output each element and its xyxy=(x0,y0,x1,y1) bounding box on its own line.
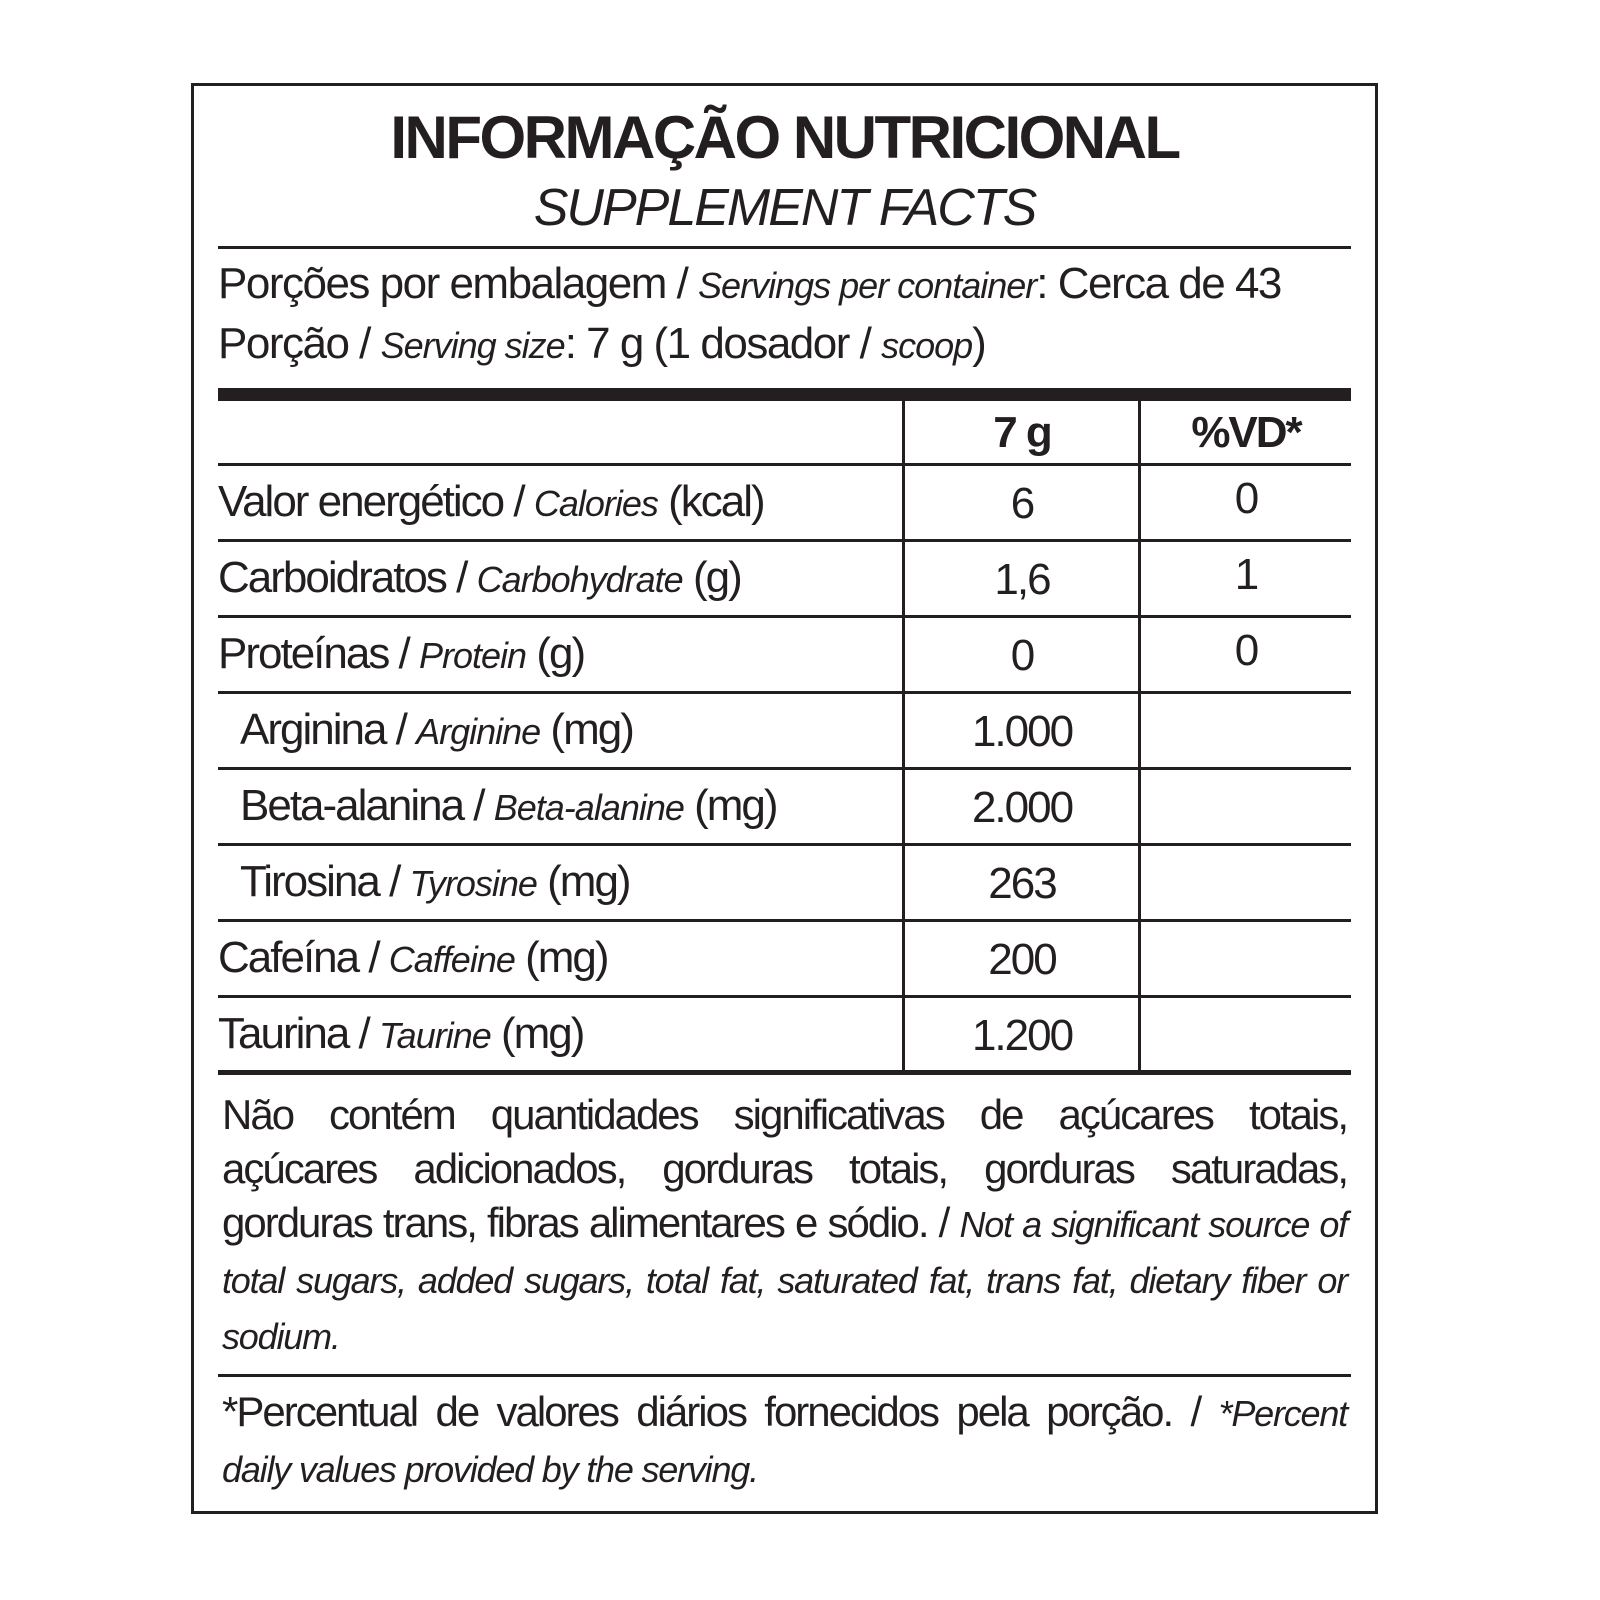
table-row-amount: 6 xyxy=(1010,479,1035,528)
servings-per-container: Porções por embalagem / Servings per con… xyxy=(218,258,1282,312)
footnote-en: *Percent daily values provided by the se… xyxy=(222,1393,1348,1490)
label-en: Servings per container xyxy=(698,265,1037,306)
note-pt: Não contém quantidades significativas de… xyxy=(222,1091,1349,1246)
row-divider xyxy=(218,995,1351,998)
table-row-label: Cafeína / Caffeine (mg) xyxy=(218,933,610,982)
table-row-amount: 1,6 xyxy=(994,555,1051,604)
panel-title: INFORMAÇÃO NUTRICIONAL xyxy=(390,104,1181,171)
value: ) xyxy=(972,319,987,368)
row-divider xyxy=(218,767,1351,770)
not-significant-note: Não contém quantidades significativas de… xyxy=(218,1088,1351,1364)
table-row-amount: 1.200 xyxy=(971,1011,1074,1060)
table-row-label: Proteínas / Protein (g) xyxy=(218,629,586,678)
panel-subtitle: SUPPLEMENT FACTS xyxy=(533,179,1038,237)
row-divider xyxy=(218,919,1351,922)
table-row-amount: 200 xyxy=(988,935,1057,984)
table-row-label: Carboidratos / Carbohydrate (g) xyxy=(218,553,743,602)
value: : 7 g (1 dosador / xyxy=(564,319,882,368)
table-row-label: Tirosina / Tyrosine (mg) xyxy=(240,857,632,906)
column-divider xyxy=(1138,401,1141,1072)
thick-divider xyxy=(218,388,1351,401)
footer-section: Não contém quantidades significativas de… xyxy=(218,1088,1351,1511)
row-divider xyxy=(218,843,1351,846)
row-divider xyxy=(218,615,1351,618)
serving-size: Porção / Serving size: 7 g (1 dosador / … xyxy=(218,318,987,372)
label-en: Serving size xyxy=(380,325,566,366)
divider xyxy=(218,246,1351,249)
table-row-label: Taurina / Taurine (mg) xyxy=(218,1009,585,1058)
table-row-amount: 0 xyxy=(1010,631,1035,680)
table-row-dv: 0 xyxy=(1234,474,1259,523)
row-divider xyxy=(218,539,1351,542)
table-row-amount: 263 xyxy=(988,859,1057,908)
footnote: *Percentual de valores diários fornecido… xyxy=(218,1385,1351,1497)
table-row-amount: 1.000 xyxy=(971,707,1074,756)
table-row-amount: 2.000 xyxy=(971,783,1074,832)
divider xyxy=(218,1374,1351,1377)
header-amount: 7 g xyxy=(993,408,1053,457)
table-row-label: Arginina / Arginine (mg) xyxy=(240,705,635,754)
row-divider xyxy=(218,463,1351,466)
label-pt: Porção / xyxy=(218,319,381,368)
footnote-pt: *Percentual de valores diários fornecido… xyxy=(222,1388,1219,1435)
table-row-dv: 1 xyxy=(1234,550,1259,599)
label-pt: Porções por embalagem / xyxy=(218,259,699,308)
table-row-label: Valor energético / Calories (kcal) xyxy=(218,477,766,526)
table-row-dv: 0 xyxy=(1234,626,1259,675)
table-row-label: Beta-alanina / Beta-alanine (mg) xyxy=(240,781,779,830)
header-dv: %VD* xyxy=(1191,408,1302,457)
row-divider xyxy=(218,691,1351,694)
column-divider xyxy=(902,401,905,1072)
note-en: Not a significant source of total sugars… xyxy=(222,1204,1348,1357)
label-en: scoop xyxy=(881,325,973,366)
value: : Cerca de 43 xyxy=(1036,259,1282,308)
thick-divider xyxy=(218,1070,1351,1075)
nutrition-facts-panel: INFORMAÇÃO NUTRICIONAL SUPPLEMENT FACTS … xyxy=(191,83,1378,1514)
